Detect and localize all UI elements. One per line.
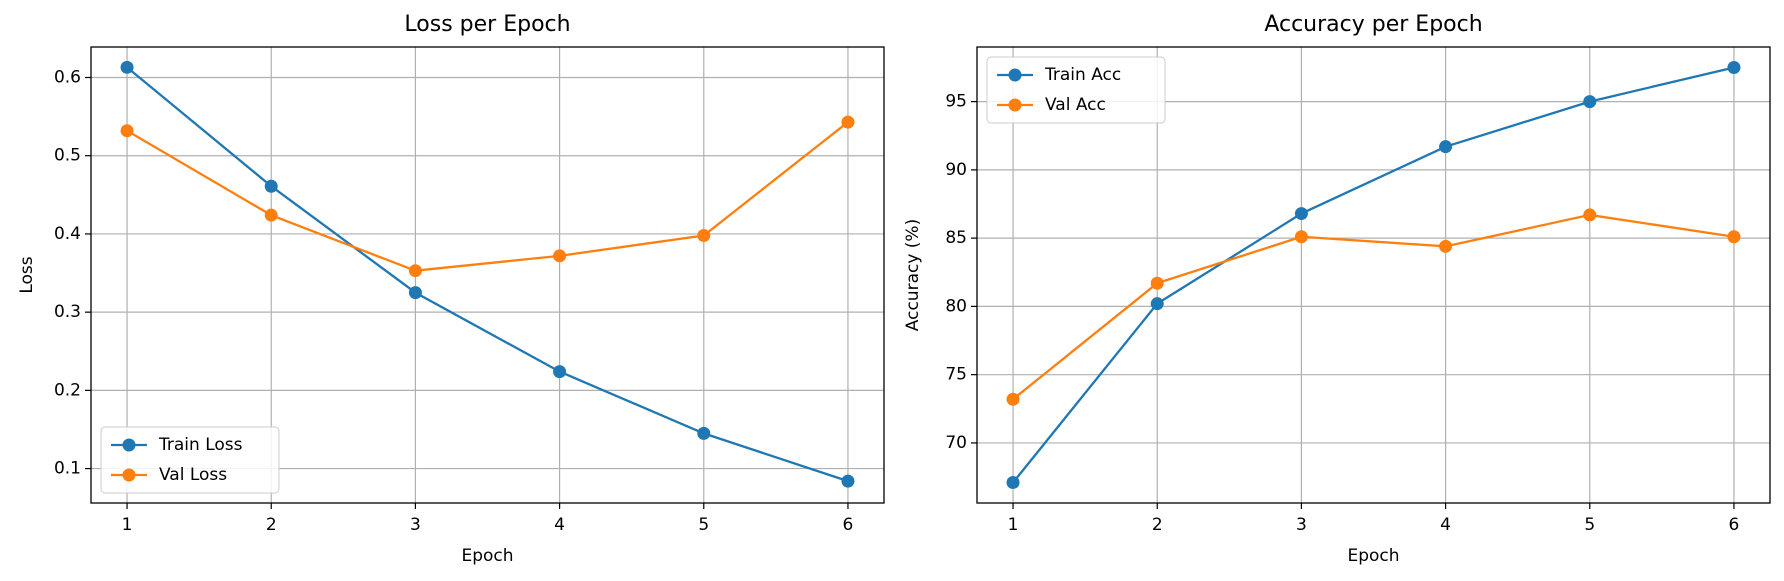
point xyxy=(264,179,278,193)
point xyxy=(1294,230,1308,244)
series-line xyxy=(126,66,849,483)
legend-label: Train Loss xyxy=(158,435,243,455)
y-tick-label: 85 xyxy=(945,228,967,248)
point xyxy=(1150,297,1164,311)
axes-frame xyxy=(90,46,885,504)
plot: 1 2 3 4 5 6 70 75 80 85 90 95 Accuracy per Epoch Epoc… xyxy=(903,12,1771,566)
point xyxy=(553,249,567,263)
legend-label: Train Acc xyxy=(1044,65,1121,85)
x-tick-label: 4 xyxy=(1440,515,1451,535)
point xyxy=(1583,208,1597,222)
point xyxy=(120,60,134,74)
point xyxy=(841,115,855,129)
x-axis-label: Epoch xyxy=(1347,546,1399,566)
point xyxy=(841,474,855,488)
y-tick-label: 90 xyxy=(945,160,967,180)
legend-label: Val Acc xyxy=(1045,95,1106,115)
axes-frame xyxy=(976,46,1771,504)
legend-box xyxy=(986,56,1166,124)
series-line xyxy=(126,121,849,272)
point xyxy=(697,426,711,440)
x-axis-label: Epoch xyxy=(461,546,513,566)
x-tick-label: 2 xyxy=(266,515,277,535)
y-axis-label: Loss xyxy=(17,256,37,293)
plot: 1 2 3 4 5 6 0.1 0.2 0.3 0.4 0.5 0.6 Loss per Epoch Ep… xyxy=(17,12,885,566)
point xyxy=(1583,95,1597,109)
point xyxy=(1439,239,1453,253)
y-tick-label: 70 xyxy=(945,433,967,453)
legend-marker xyxy=(122,468,136,482)
x-tick-label: 6 xyxy=(843,515,854,535)
x-tick-label: 2 xyxy=(1152,515,1163,535)
y-tick-label: 95 xyxy=(945,92,967,112)
series-line xyxy=(1012,213,1735,401)
y-tick-label: 75 xyxy=(945,365,967,385)
point xyxy=(1439,140,1453,154)
point xyxy=(697,229,711,243)
legend-marker xyxy=(1008,68,1022,82)
point xyxy=(1727,230,1741,244)
y-tick-label: 0.3 xyxy=(54,302,81,322)
y-tick-label: 0.4 xyxy=(54,224,81,244)
x-tick-label: 1 xyxy=(122,515,133,535)
point xyxy=(264,208,278,222)
x-tick-label: 6 xyxy=(1729,515,1740,535)
series-line xyxy=(1012,66,1735,484)
point xyxy=(1294,207,1308,221)
point xyxy=(1150,276,1164,290)
chart-title: Accuracy per Epoch xyxy=(1264,12,1482,37)
point xyxy=(1006,476,1020,490)
x-tick-label: 5 xyxy=(1584,515,1595,535)
chart-title: Loss per Epoch xyxy=(404,12,570,37)
legend-marker xyxy=(122,438,136,452)
y-tick-label: 0.1 xyxy=(54,459,81,479)
y-tick-label: 0.2 xyxy=(54,380,81,400)
point xyxy=(1006,392,1020,406)
y-axis-label: Accuracy (%) xyxy=(903,219,923,331)
x-tick-label: 5 xyxy=(698,515,709,535)
legend-marker xyxy=(1008,98,1022,112)
y-tick-label: 80 xyxy=(945,296,967,316)
x-tick-label: 4 xyxy=(554,515,565,535)
point xyxy=(1727,60,1741,74)
x-tick-label: 1 xyxy=(1008,515,1019,535)
point xyxy=(408,264,422,278)
y-tick-label: 0.5 xyxy=(54,146,81,166)
y-tick-label: 0.6 xyxy=(54,68,81,88)
point xyxy=(553,365,567,379)
legend-label: Val Loss xyxy=(159,465,227,485)
x-tick-label: 3 xyxy=(1296,515,1307,535)
x-tick-label: 3 xyxy=(410,515,421,535)
point xyxy=(120,124,134,138)
point xyxy=(408,286,422,300)
legend-box xyxy=(100,426,280,494)
